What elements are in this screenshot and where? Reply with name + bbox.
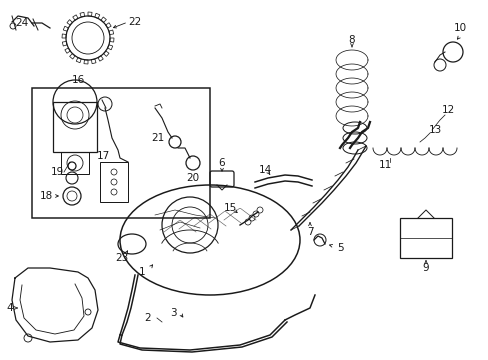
Text: 20: 20 [186, 173, 199, 183]
Text: 19: 19 [50, 167, 63, 177]
Text: 8: 8 [348, 35, 355, 45]
Text: 10: 10 [452, 23, 466, 33]
Text: 3: 3 [169, 308, 176, 318]
Text: 21: 21 [151, 133, 164, 143]
Text: 14: 14 [258, 165, 271, 175]
Text: 15: 15 [223, 203, 236, 213]
Text: 9: 9 [422, 263, 428, 273]
Bar [399, 218, 451, 258]
Bar [100, 162, 128, 202]
Bar [61, 152, 89, 174]
Bar [53, 102, 97, 152]
Text: 6: 6 [218, 158, 225, 168]
Text: 23: 23 [115, 253, 128, 263]
Text: 22: 22 [128, 17, 142, 27]
Text: 11: 11 [378, 160, 391, 170]
Text: 5: 5 [336, 243, 343, 253]
Text: 7: 7 [306, 227, 313, 237]
Text: 13: 13 [427, 125, 441, 135]
Text: 12: 12 [441, 105, 454, 115]
Text: 24: 24 [15, 18, 29, 28]
Bar [32, 88, 209, 218]
Text: 1: 1 [139, 267, 145, 277]
Text: 4: 4 [7, 303, 13, 313]
Text: 16: 16 [71, 75, 84, 85]
Text: 2: 2 [144, 313, 151, 323]
Text: 17: 17 [96, 151, 109, 161]
Text: 18: 18 [40, 191, 53, 201]
